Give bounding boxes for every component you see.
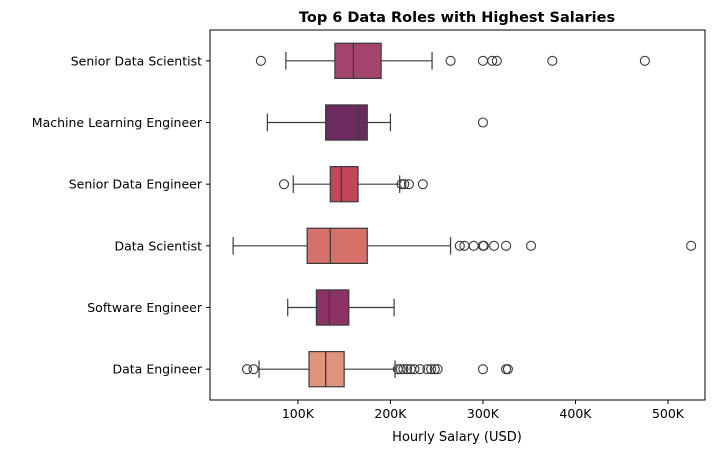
box-iqr: [306, 227, 368, 265]
outlier-point: [255, 55, 266, 66]
outlier-point: [402, 364, 413, 375]
outlier-point: [399, 179, 410, 190]
outlier-point: [477, 117, 488, 128]
outlier-point: [547, 55, 558, 66]
plot-frame: [209, 29, 706, 401]
outlier-point: [477, 364, 488, 375]
box-iqr: [334, 42, 382, 80]
outlier-point: [502, 364, 513, 375]
outlier-point: [422, 364, 433, 375]
outlier-point: [395, 364, 406, 375]
box-iqr: [325, 104, 368, 141]
outlier-point: [454, 240, 465, 251]
box-iqr: [315, 289, 350, 326]
outlier-point: [414, 364, 426, 375]
y-tick-label: Data Engineer: [113, 362, 203, 377]
y-tick-label: Software Engineer: [87, 300, 203, 315]
outlier-point: [488, 240, 500, 251]
outlier-point: [478, 240, 489, 251]
outlier-point: [487, 55, 498, 66]
outlier-point: [403, 179, 414, 190]
box-iqr: [329, 165, 359, 203]
outlier-point: [501, 240, 512, 251]
outlier-point: [398, 364, 409, 375]
y-tick-label: Senior Data Scientist: [71, 53, 202, 68]
outlier-point: [248, 364, 259, 375]
outlier-point: [417, 179, 428, 190]
y-tick-label: Machine Learning Engineer: [32, 115, 203, 130]
outlier-point: [639, 55, 650, 66]
outlier-point: [409, 364, 420, 375]
x-tick-label: 200K: [374, 406, 407, 421]
box-iqr: [308, 350, 345, 388]
x-axis-label: Hourly Salary (USD): [392, 430, 522, 445]
outlier-point: [468, 240, 479, 251]
outlier-point: [396, 179, 407, 190]
outlier-point: [491, 55, 502, 66]
x-tick-label: 300K: [467, 406, 500, 421]
outlier-point: [429, 364, 440, 375]
outlier-point: [686, 240, 697, 251]
outlier-point: [432, 364, 443, 375]
outlier-point: [445, 55, 456, 66]
x-tick-label: 400K: [559, 406, 592, 421]
chart-title: Top 6 Data Roles with Highest Salaries: [299, 10, 615, 26]
outlier-point: [477, 55, 488, 66]
x-tick-label: 500K: [652, 406, 685, 421]
x-tick-label: 100K: [282, 406, 315, 421]
y-tick-label: Senior Data Engineer: [69, 177, 203, 192]
y-tick-label: Data Scientist: [115, 238, 203, 253]
outlier-point: [426, 364, 437, 375]
outlier-point: [526, 240, 537, 251]
outlier-point: [278, 179, 290, 190]
outlier-point: [241, 364, 253, 375]
